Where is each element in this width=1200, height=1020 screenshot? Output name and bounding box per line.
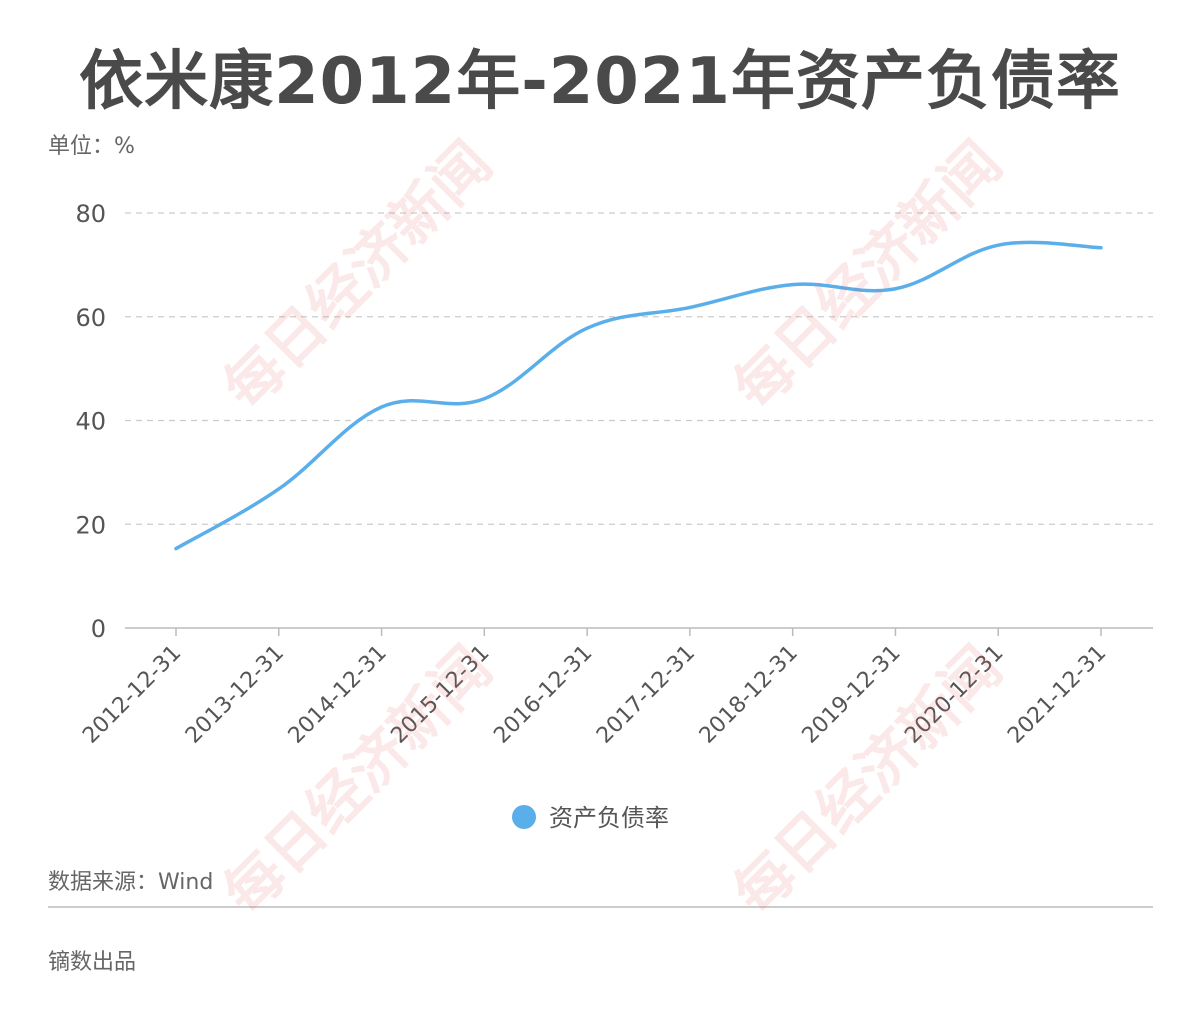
x-tick-label: 2018-12-31 bbox=[695, 641, 803, 749]
y-tick-label: 40 bbox=[75, 408, 106, 436]
x-tick-label: 2016-12-31 bbox=[489, 641, 597, 749]
x-tick-label: 2014-12-31 bbox=[284, 641, 392, 749]
x-tick-label: 2013-12-31 bbox=[181, 641, 289, 749]
y-tick-label: 0 bbox=[91, 615, 106, 643]
divider bbox=[48, 906, 1153, 908]
x-tick-label: 2012-12-31 bbox=[78, 641, 186, 749]
credit-note: 镝数出品 bbox=[48, 950, 137, 975]
x-tick-label: 2020-12-31 bbox=[900, 641, 1008, 749]
legend-label: 资产负债率 bbox=[549, 804, 669, 832]
chart-title: 依米康2012年-2021年资产负债率 bbox=[79, 45, 1121, 119]
y-tick-label: 80 bbox=[75, 200, 106, 228]
y-tick-label: 60 bbox=[75, 304, 106, 332]
line-chart: 0204060802012-12-312013-12-312014-12-312… bbox=[75, 200, 1153, 832]
source-note: 数据来源：Wind bbox=[48, 870, 214, 895]
unit-label: 单位：% bbox=[48, 134, 135, 159]
legend-marker bbox=[512, 805, 536, 829]
x-tick-label: 2021-12-31 bbox=[1003, 641, 1111, 749]
y-tick-label: 20 bbox=[75, 511, 106, 539]
series-line bbox=[174, 240, 1103, 551]
x-tick-label: 2015-12-31 bbox=[386, 641, 494, 749]
x-tick-label: 2019-12-31 bbox=[798, 641, 906, 749]
x-tick-label: 2017-12-31 bbox=[592, 641, 700, 749]
